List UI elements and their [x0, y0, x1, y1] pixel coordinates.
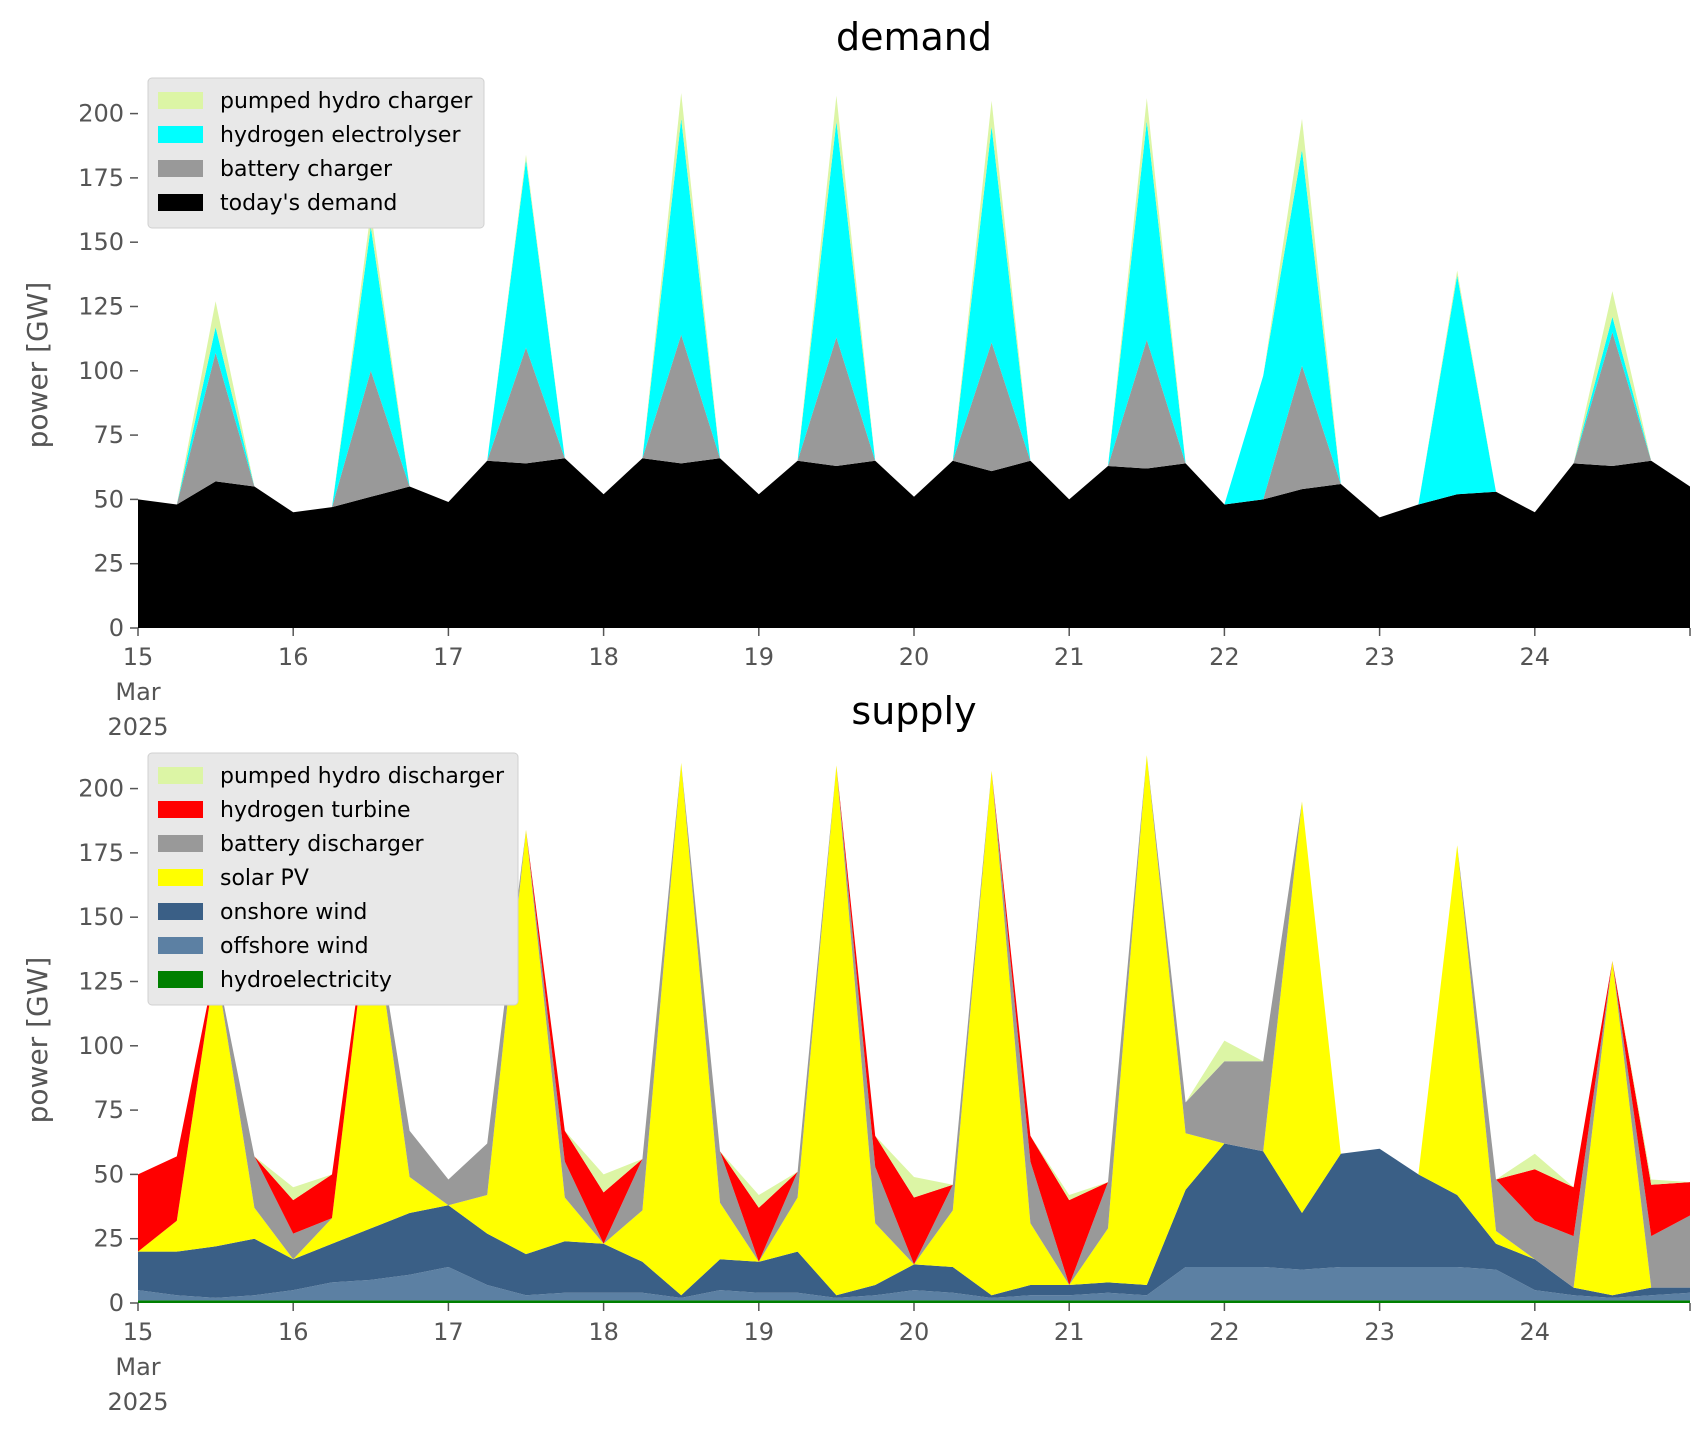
legend-box [147, 752, 519, 1006]
supply-y-ticks: 0 25 50 75 100 125 150 175 200 [78, 775, 138, 1317]
y-tick-label: 175 [78, 839, 124, 867]
x-tick-label: 18 [588, 1318, 619, 1346]
area-pumped-hydro-discharger [138, 755, 1690, 1208]
x-tick-label: 21 [1054, 1318, 1085, 1346]
area-today-s-demand [138, 458, 1690, 628]
x-tick-label: 23 [1364, 1318, 1395, 1346]
legend-swatch [158, 971, 203, 988]
area-solar-pv [138, 755, 1690, 1296]
supply-legend: pumped hydro discharger hydrogen turbine b… [147, 752, 519, 1006]
y-tick-label: 100 [78, 357, 124, 385]
area-battery-charger [138, 332, 1690, 518]
area-hydrogen-turbine [138, 755, 1690, 1285]
y-tick-label: 75 [93, 1096, 124, 1124]
y-tick-label: 25 [93, 550, 124, 578]
x-tick-label: 17 [433, 643, 464, 671]
x-tick-label: 20 [899, 1318, 930, 1346]
x-tick-label: 22 [1209, 1318, 1240, 1346]
y-tick-label: 75 [93, 421, 124, 449]
supply-x-ticks: 15 Mar 2025 16 17 18 19 20 21 22 23 24 [107, 1303, 1691, 1416]
legend-label: solar PV [220, 866, 309, 891]
x-tick-label: 16 [278, 1318, 309, 1346]
y-tick-label: 150 [78, 228, 124, 256]
legend-swatch [158, 937, 203, 954]
demand-x-ticks: 15 Mar 2025 16 17 18 19 20 21 22 23 24 [107, 628, 1691, 741]
y-tick-label: 175 [78, 164, 124, 192]
legend-swatch [158, 92, 203, 109]
legend-swatch [158, 835, 203, 852]
demand-y-ticks: 0 25 50 75 100 125 150 175 200 [78, 100, 138, 642]
y-tick-label: 100 [78, 1032, 124, 1060]
demand-area-layers [138, 93, 1690, 628]
area-hydroelectricity [138, 1300, 1690, 1303]
x-tick-label: 24 [1520, 643, 1551, 671]
x-tick-label: 18 [588, 643, 619, 671]
x-tick-label: 24 [1520, 1318, 1551, 1346]
y-tick-label: 0 [109, 614, 124, 642]
legend-swatch [158, 767, 203, 784]
x-tick-label: 21 [1054, 643, 1085, 671]
x-tick-label: 19 [744, 1318, 775, 1346]
x-tick-label: 15 Mar 2025 [107, 643, 168, 741]
y-tick-label: 200 [78, 775, 124, 803]
x-tick-label: 22 [1209, 643, 1240, 671]
y-tick-label: 200 [78, 100, 124, 128]
x-tick-label: 15 Mar 2025 [107, 1318, 168, 1416]
legend-label: today's demand [220, 191, 397, 216]
supply-panel: supply power [GW] 0255075100125150175200… [21, 689, 1691, 1416]
legend-label: battery discharger [220, 832, 425, 857]
x-tick-label: 17 [433, 1318, 464, 1346]
legend-label: onshore wind [220, 900, 367, 925]
legend-label: pumped hydro charger [220, 89, 473, 114]
legend-swatch [158, 801, 203, 818]
legend-box [147, 77, 485, 229]
legend-swatch [158, 869, 203, 886]
legend-label: battery charger [220, 157, 393, 182]
legend-label: offshore wind [220, 934, 369, 959]
x-tick-label: 23 [1364, 643, 1395, 671]
area-battery-discharger [138, 755, 1690, 1288]
y-tick-label: 125 [78, 292, 124, 320]
y-tick-label: 0 [109, 1289, 124, 1317]
legend-swatch [158, 194, 203, 211]
legend-swatch [158, 126, 203, 143]
y-axis-label-demand: power [GW] [21, 282, 54, 449]
area-offshore-wind [138, 1267, 1690, 1301]
legend-label: pumped hydro discharger [220, 764, 505, 789]
legend-label: hydrogen electrolyser [220, 123, 461, 148]
y-tick-label: 50 [93, 1160, 124, 1188]
supply-area-layers [138, 755, 1690, 1303]
x-tick-label: 20 [899, 643, 930, 671]
legend-label: hydrogen turbine [220, 798, 411, 823]
y-tick-label: 50 [93, 485, 124, 513]
chart-title-supply: supply [851, 689, 976, 733]
area-onshore-wind [138, 1143, 1690, 1298]
x-tick-label: 16 [278, 643, 309, 671]
legend-label: hydroelectricity [220, 968, 392, 993]
legend-swatch [158, 903, 203, 920]
y-tick-label: 125 [78, 967, 124, 995]
chart-title-demand: demand [836, 15, 992, 59]
y-tick-label: 25 [93, 1225, 124, 1253]
y-tick-label: 150 [78, 903, 124, 931]
y-axis-label-supply: power [GW] [21, 957, 54, 1124]
demand-legend: pumped hydro charger hydrogen electrolyse… [147, 77, 485, 229]
x-tick-label: 19 [744, 643, 775, 671]
legend-swatch [158, 160, 203, 177]
demand-panel: demand power [GW] 0255075100125150175200… [21, 15, 1691, 741]
area-hydrogen-electrolyser [138, 118, 1690, 518]
